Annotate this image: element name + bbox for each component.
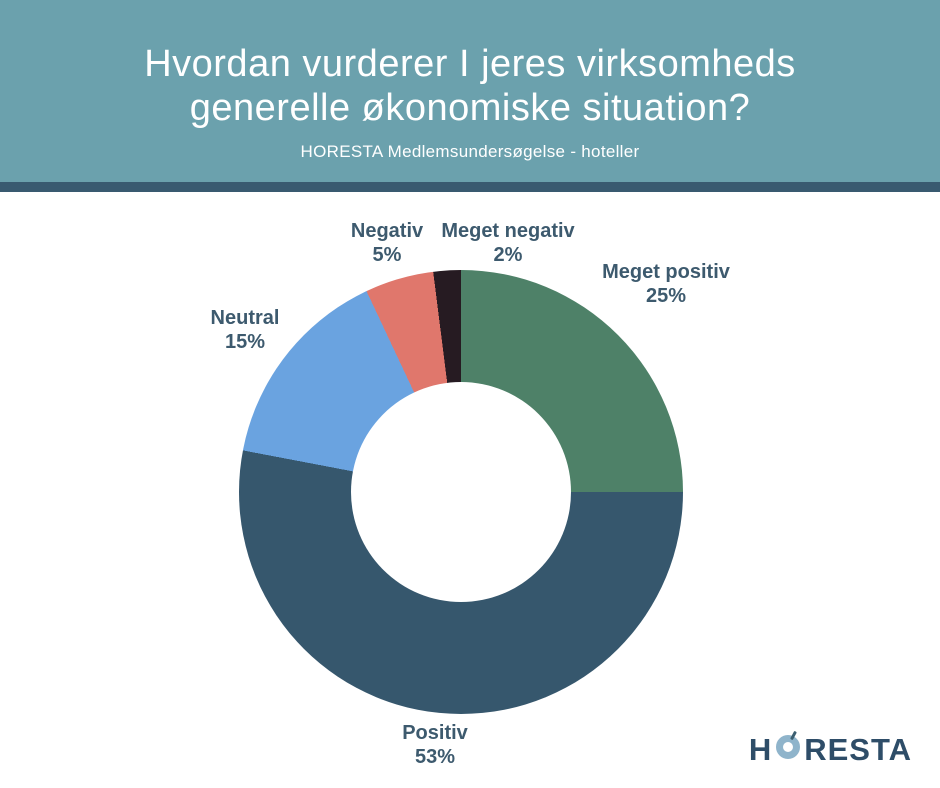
label-neutral: Neutral 15%: [165, 306, 325, 354]
label-meget-positiv: Meget positiv 25%: [576, 260, 756, 308]
logo-o-ring-icon: [776, 730, 801, 759]
chart-area: Meget positiv 25% Positiv 53% Neutral 15…: [0, 192, 940, 788]
horesta-logo: H RESTA: [748, 730, 912, 767]
slice-pct-text: 15%: [224, 331, 266, 353]
title-line-2: generelle økonomiske situation?: [189, 87, 751, 129]
slice-pct-text: 53%: [414, 746, 456, 768]
logo-accent-mark-icon: [790, 730, 798, 741]
slice-pct-text: 5%: [372, 244, 402, 266]
page-title: Hvordan vurderer I jeres virksomheds gen…: [0, 42, 940, 130]
slice-label-text: Meget negativ: [441, 220, 575, 242]
slice-label-text: Neutral: [210, 307, 280, 329]
slice-pct-text: 2%: [493, 244, 523, 266]
header-divider: [0, 182, 940, 192]
slice-label-text: Negativ: [350, 220, 424, 242]
label-positiv: Positiv 53%: [355, 721, 515, 769]
label-meget-negativ: Meget negativ 2%: [418, 219, 598, 267]
label-negativ: Negativ 5%: [317, 219, 457, 267]
slice-label-text: Positiv: [402, 722, 468, 744]
slice-label-text: Meget positiv: [602, 261, 730, 283]
title-line-1: Hvordan vurderer I jeres virksomheds: [144, 43, 796, 85]
logo-text-resta: RESTA: [804, 732, 912, 767]
logo-text-h: H: [748, 732, 773, 767]
header-banner: Hvordan vurderer I jeres virksomheds gen…: [0, 0, 940, 182]
donut-chart: [239, 270, 683, 714]
slice-pct-text: 25%: [645, 285, 687, 307]
page-subtitle: HORESTA Medlemsundersøgelse - hoteller: [300, 142, 640, 161]
donut-hole: [351, 382, 571, 602]
